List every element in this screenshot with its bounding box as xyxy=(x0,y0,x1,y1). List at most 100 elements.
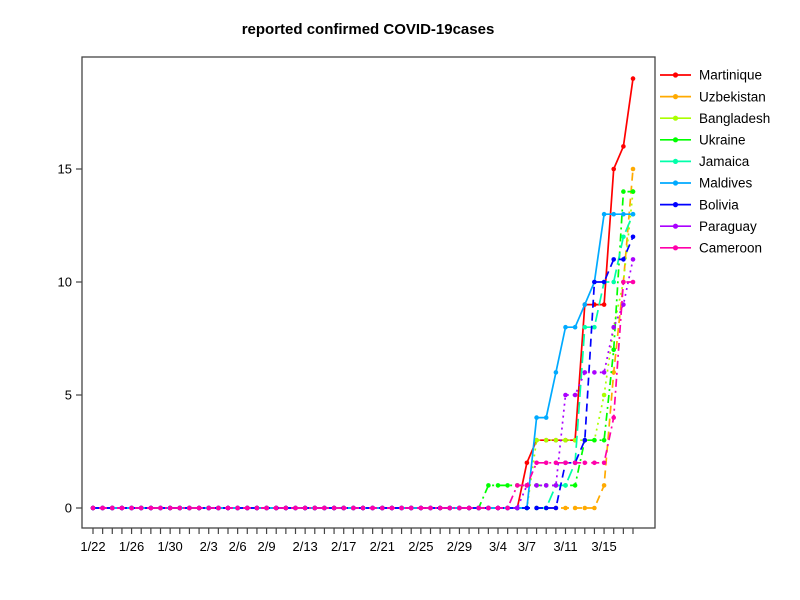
data-point-cameroon xyxy=(495,505,501,511)
legend-item-label: Bolivia xyxy=(699,197,739,212)
x-axis-tick-label: 1/22 xyxy=(80,539,105,554)
data-point-cameroon xyxy=(158,505,163,511)
data-point-cameroon xyxy=(216,505,221,511)
data-point-paraguay xyxy=(611,324,616,330)
data-point-maldives xyxy=(630,211,636,217)
data-point-bolivia xyxy=(582,437,588,443)
data-point-paraguay xyxy=(572,392,578,398)
data-point-cameroon xyxy=(486,505,491,511)
y-axis-ticks: 0 5 10 15 xyxy=(58,162,82,516)
chart-title: reported confirmed COVID-19cases xyxy=(242,21,495,38)
data-point-uzbekistan xyxy=(582,505,588,511)
data-point-bangladesh xyxy=(534,437,539,443)
data-point-cameroon xyxy=(447,505,453,511)
data-point-cameroon xyxy=(283,505,289,511)
legend-item-martinique: Martinique xyxy=(660,68,762,83)
x-axis-ticks xyxy=(92,528,634,534)
data-point-paraguay xyxy=(601,370,607,375)
data-point-paraguay xyxy=(630,257,636,262)
legend-point-sample xyxy=(672,202,679,208)
series-line-paraguay xyxy=(93,259,634,509)
x-axis-tick-label: 3/7 xyxy=(518,539,536,554)
data-point-bolivia xyxy=(524,505,530,511)
data-point-cameroon xyxy=(264,505,269,511)
series-line-martinique xyxy=(93,78,634,509)
data-point-cameroon xyxy=(389,505,395,511)
data-point-cameroon xyxy=(476,505,482,511)
data-point-cameroon xyxy=(630,279,636,285)
data-point-cameroon xyxy=(418,505,424,511)
data-point-jamaica xyxy=(563,483,568,488)
x-axis-tick-label: 3/15 xyxy=(591,539,616,554)
chart-legend: Martinique Uzbekistan Bangladesh Ukraine Jam… xyxy=(660,68,770,256)
data-point-martinique xyxy=(601,302,607,307)
series-points-bangladesh xyxy=(90,189,636,511)
data-point-uzbekistan xyxy=(592,505,597,511)
x-axis-tick-label: 2/13 xyxy=(292,539,317,554)
data-point-bolivia xyxy=(553,505,559,511)
legend-point-sample xyxy=(672,245,679,251)
data-point-ukraine xyxy=(601,437,607,443)
data-point-paraguay xyxy=(582,370,588,375)
data-point-cameroon xyxy=(408,505,414,511)
data-point-bolivia xyxy=(592,279,597,285)
data-point-uzbekistan xyxy=(630,166,636,172)
data-point-uzbekistan xyxy=(563,505,568,511)
data-point-cameroon xyxy=(360,505,366,511)
data-point-cameroon xyxy=(563,460,568,466)
legend-point-sample xyxy=(672,94,679,100)
data-point-cameroon xyxy=(110,505,115,511)
data-point-maldives xyxy=(601,211,607,217)
x-axis-tick-label: 3/11 xyxy=(553,539,577,554)
data-point-cameroon xyxy=(177,505,183,511)
data-point-ukraine xyxy=(630,189,636,194)
data-point-martinique xyxy=(524,460,530,466)
data-point-cameroon xyxy=(254,505,260,511)
legend-item-maldives: Maldives xyxy=(660,176,753,191)
y-axis-tick-label: 15 xyxy=(58,162,72,177)
data-point-bolivia xyxy=(601,279,607,285)
legend-item-label: Bangladesh xyxy=(699,111,770,126)
data-point-cameroon xyxy=(351,505,356,511)
plot-border xyxy=(81,56,656,529)
data-point-ukraine xyxy=(572,483,578,488)
series-line-ukraine xyxy=(93,190,633,509)
legend-point-sample xyxy=(672,72,679,78)
legend-item-label: Jamaica xyxy=(699,154,750,169)
data-point-jamaica xyxy=(582,324,588,330)
data-point-bolivia xyxy=(630,234,636,240)
data-point-cameroon xyxy=(515,483,520,488)
data-point-maldives xyxy=(582,302,588,307)
data-point-paraguay xyxy=(563,392,568,398)
data-point-paraguay xyxy=(621,302,626,307)
data-point-bangladesh xyxy=(553,437,559,443)
data-point-cameroon xyxy=(534,460,539,466)
x-axis-tick-label: 2/25 xyxy=(408,539,433,554)
x-axis-labels: 1/22 1/26 1/30 2/3 2/6 2/9 2/13 2/17 2/21 2/25 2/2… xyxy=(80,539,616,554)
data-point-cameroon xyxy=(370,505,375,511)
data-point-cameroon xyxy=(245,505,250,511)
data-point-bangladesh xyxy=(563,437,568,443)
legend-item-cameroon: Cameroon xyxy=(660,241,762,256)
legend-point-sample xyxy=(672,158,679,164)
data-point-cameroon xyxy=(466,505,472,511)
data-point-bangladesh xyxy=(601,392,607,398)
data-point-cameroon xyxy=(225,505,231,511)
data-point-ukraine xyxy=(621,189,626,194)
data-point-cameroon xyxy=(457,505,462,511)
data-point-maldives xyxy=(543,415,549,420)
data-point-paraguay xyxy=(553,483,559,488)
data-point-bolivia xyxy=(621,257,626,262)
x-axis-tick-label: 2/17 xyxy=(331,539,356,554)
x-axis-tick-label: 2/29 xyxy=(447,539,472,554)
series-line-maldives xyxy=(93,213,633,509)
series-line-bangladesh xyxy=(93,191,634,509)
data-point-cameroon xyxy=(235,505,240,511)
data-point-paraguay xyxy=(592,370,597,375)
x-axis-tick-label: 2/21 xyxy=(370,539,395,554)
data-point-cameroon xyxy=(611,415,616,420)
data-point-bolivia xyxy=(534,505,539,511)
data-point-maldives xyxy=(611,211,616,217)
